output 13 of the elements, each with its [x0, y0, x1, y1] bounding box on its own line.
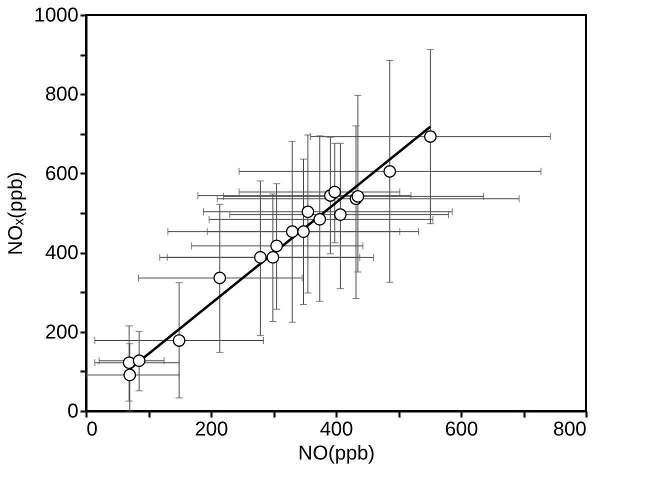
y-tick-label: 1000 — [34, 4, 78, 26]
y-tick-label: 0 — [67, 400, 78, 422]
x-axis-title: NO(ppb) — [298, 442, 375, 464]
x-tick-label: 400 — [320, 418, 354, 440]
y-tick-label: 200 — [45, 321, 78, 344]
y-tick-label: 800 — [45, 84, 78, 106]
y-axis-title: NOₓ(ppb) — [5, 172, 28, 256]
y-tick-label: 600 — [45, 162, 78, 185]
x-tick-label: 800 — [553, 418, 586, 440]
x-tick-label: 200 — [194, 418, 228, 440]
x-tick-label: 0 — [86, 418, 98, 440]
y-tick-label: 400 — [45, 242, 78, 264]
x-tick-label: 600 — [444, 418, 478, 440]
